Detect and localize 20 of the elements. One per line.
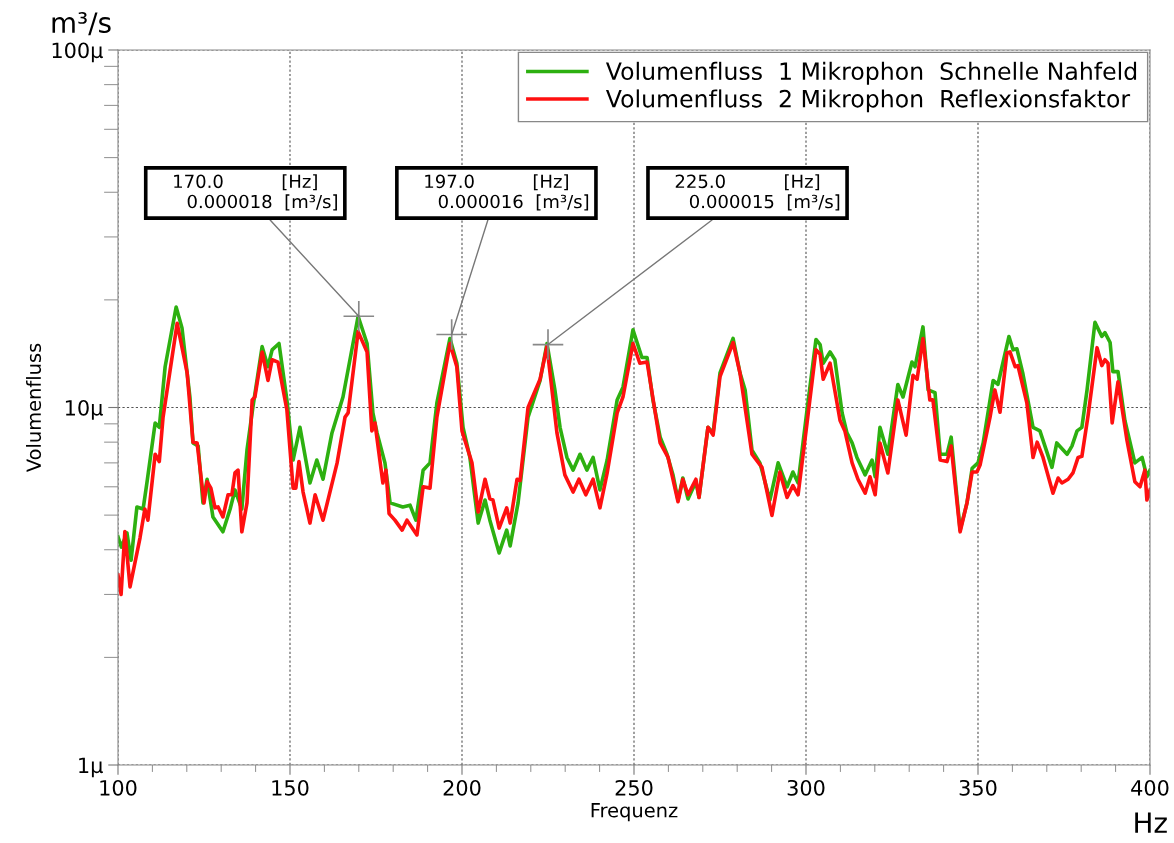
x-tick-label: 300 — [787, 779, 825, 796]
y-tick-label: 100µ — [52, 42, 103, 63]
x-axis-title: Frequenz — [591, 803, 678, 822]
y-axis-title: Volumenfluss — [26, 343, 42, 473]
y-tick-label: 10µ — [65, 399, 103, 420]
x-tick-label: 150 — [272, 779, 309, 796]
x-tick-label: 400 — [1131, 779, 1169, 796]
x-tick-label: 100 — [100, 779, 137, 796]
x-tick-label: 200 — [443, 779, 481, 796]
annotation: 225.0 [Hz] 0.000015 [m³/s] — [675, 174, 840, 211]
x-tick-label: 350 — [959, 779, 997, 796]
legend-label: Volumenfluss 1 Mikrophon Schnelle Nahfeld — [605, 61, 1137, 85]
x-tick-label: 250 — [615, 779, 653, 796]
annotation: 197.0 [Hz] 0.000016 [m³/s] — [425, 174, 589, 211]
line-series — [118, 321, 1150, 597]
y-tick-label: 1µ — [79, 757, 103, 778]
text: m³/s — [52, 12, 111, 36]
annotation: 170.0 [Hz] 0.000018 [m³/s] — [174, 174, 337, 211]
legend-label: Volumenfluss 2 Mikrophon Reflexionsfaktor — [605, 89, 1131, 113]
text: Hz — [1135, 812, 1167, 833]
